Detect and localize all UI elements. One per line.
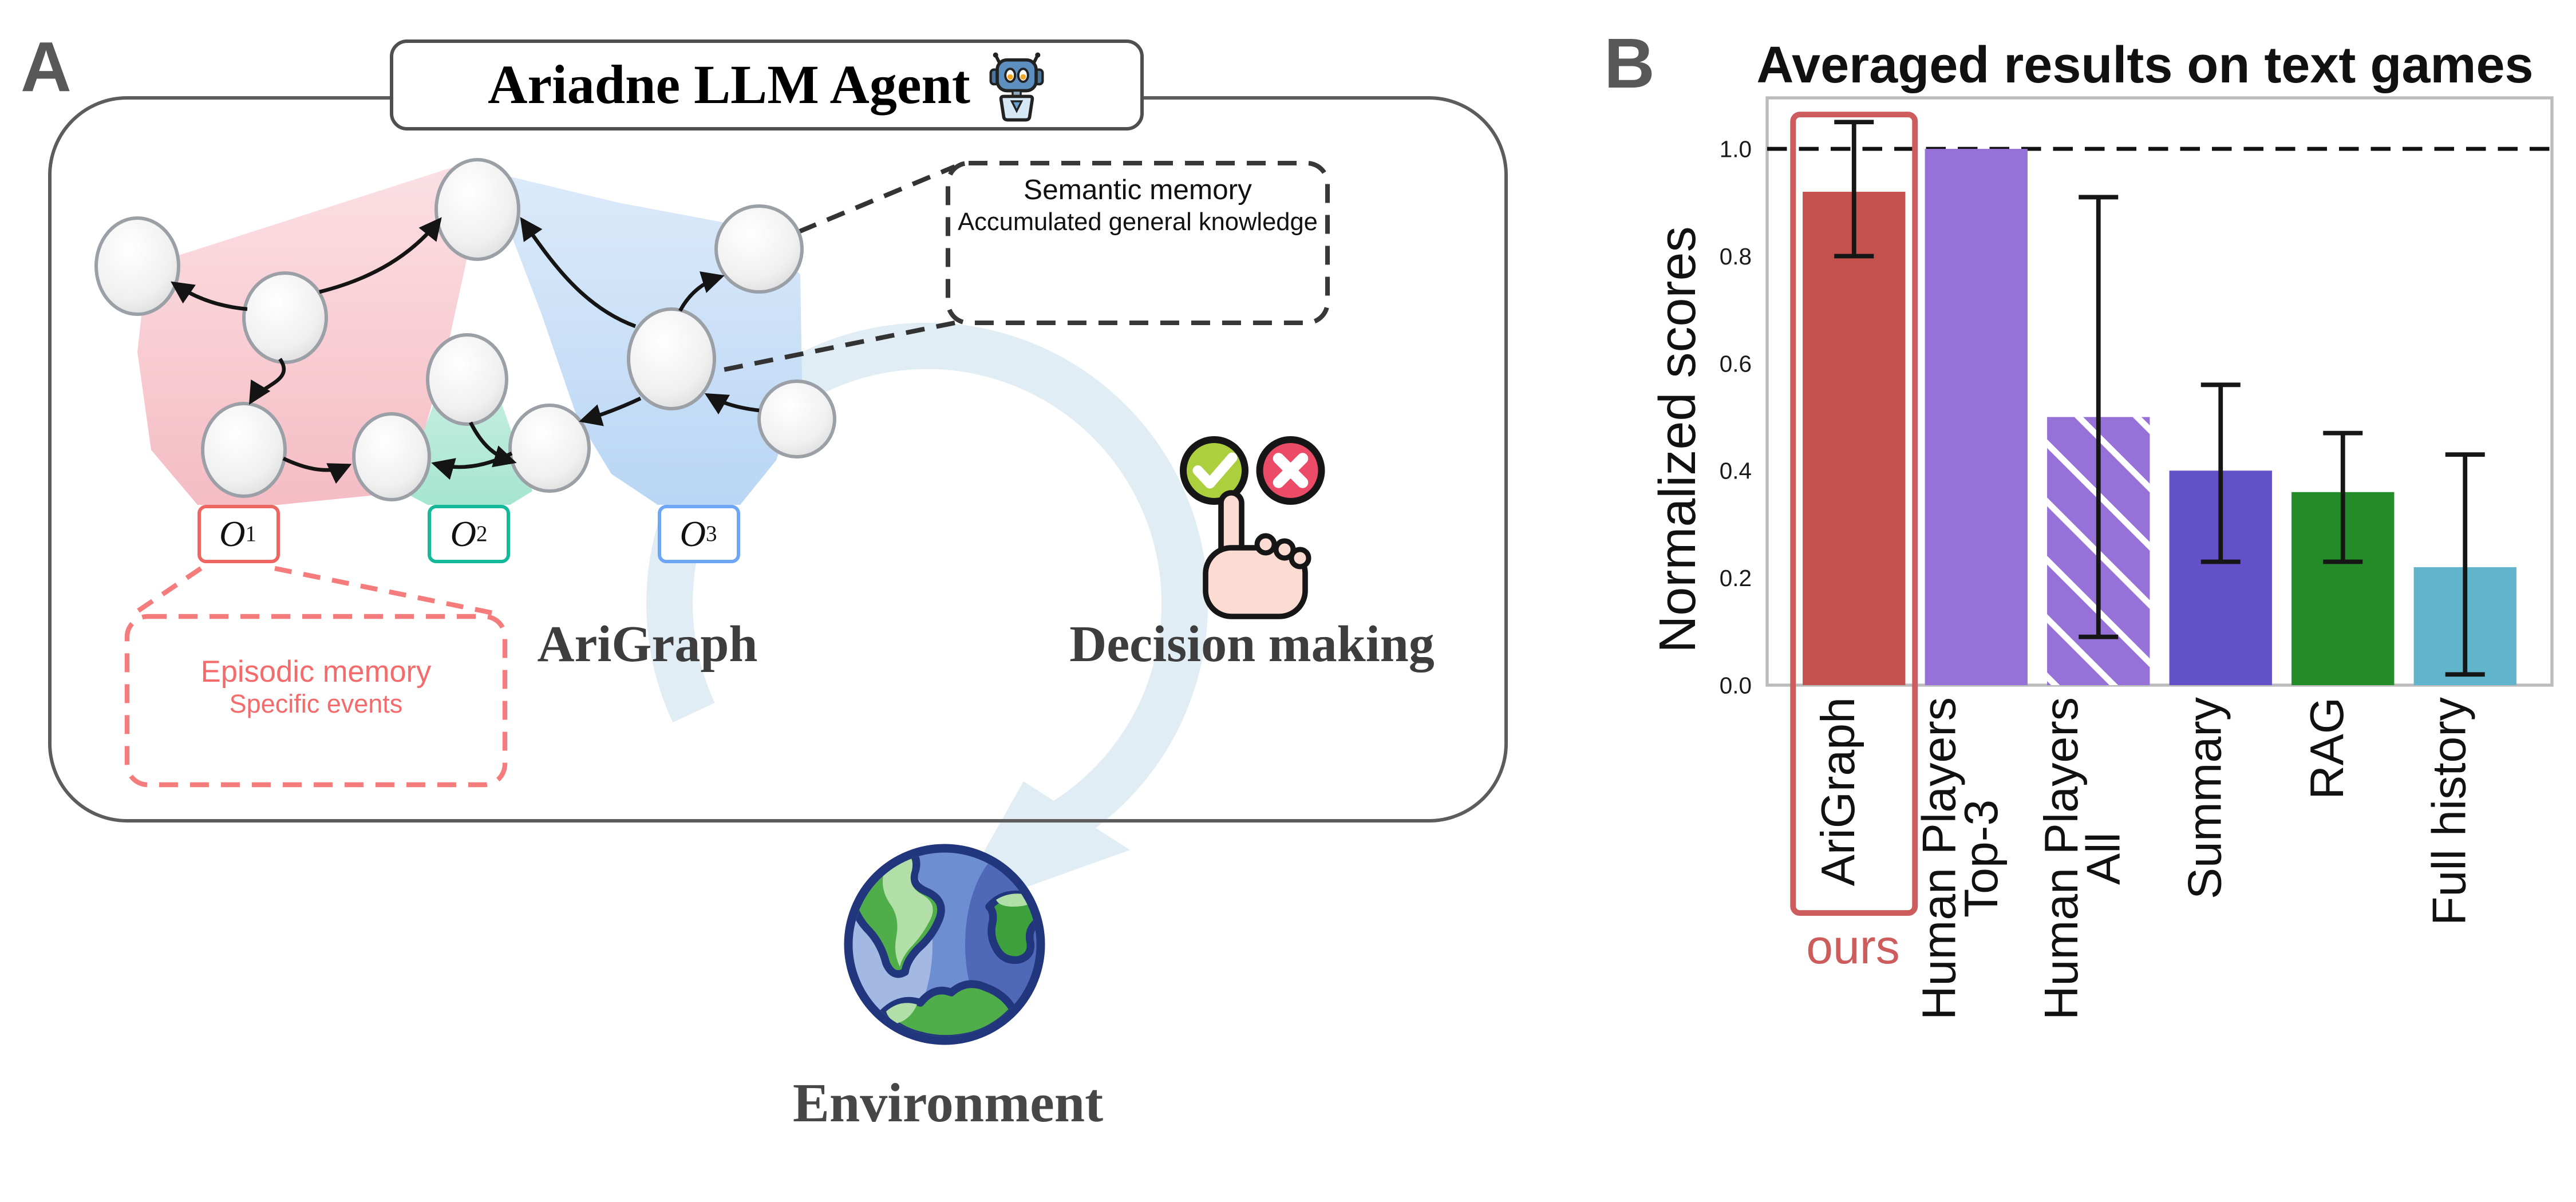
semantic-memory-subtitle: Accumulated general knowledge: [958, 208, 1318, 236]
ours-annotation: ours: [1806, 920, 1900, 974]
bar-0: [1803, 192, 1906, 685]
o1-label: O: [219, 512, 246, 554]
agent-title: Ariadne LLM Agent: [488, 53, 970, 115]
decision-making-label: Decision making: [1069, 616, 1435, 673]
semantic-memory-title: Semantic memory: [1024, 175, 1252, 206]
svg-text:Full history: Full history: [2423, 697, 2475, 926]
episodic-memory-subtitle: Specific events: [229, 690, 403, 719]
knowledge-graph-edges: [171, 217, 760, 484]
semantic-memory-note: Semantic memory Accumulated general know…: [948, 173, 1327, 237]
episodic-memory-note: Episodic memory Specific events: [127, 654, 505, 721]
y-axis-label: Normalized scores: [1650, 226, 1707, 653]
arigraph-label: AriGraph: [537, 616, 758, 673]
chart-title: Averaged results on text games: [1756, 38, 2534, 94]
episodic-memory-box: [124, 614, 508, 788]
svg-text:0.4: 0.4: [1720, 458, 1752, 484]
o2-sub: 2: [476, 520, 488, 546]
episodic-memory-title: Episodic memory: [200, 654, 432, 689]
svg-text:All: All: [2077, 832, 2130, 885]
panel-b-label: B: [1604, 24, 1655, 103]
svg-text:Human Players: Human Players: [1913, 697, 1966, 1020]
pointing-hand-icon: [1203, 490, 1311, 619]
episodic-callout-lines: [131, 566, 502, 618]
semantic-memory-box: [945, 160, 1330, 326]
svg-text:Summary: Summary: [2178, 697, 2231, 899]
check-icon: [1180, 436, 1249, 505]
semantic-callout-lines: [709, 164, 956, 375]
panel-a-label: A: [21, 27, 72, 106]
svg-text:Human Players: Human Players: [2035, 697, 2088, 1020]
svg-text:0.8: 0.8: [1720, 243, 1752, 270]
svg-text:1.0: 1.0: [1720, 136, 1752, 163]
o3-label: O: [679, 512, 706, 554]
svg-text:0.6: 0.6: [1720, 350, 1752, 377]
knowledge-graph-nodes: [94, 158, 836, 501]
svg-text:0.2: 0.2: [1720, 565, 1752, 591]
o3-sub: 3: [706, 520, 717, 546]
robot-icon: [989, 52, 1044, 121]
o2-label: O: [450, 512, 476, 554]
svg-text:Top-3: Top-3: [1955, 800, 2008, 918]
bar-1: [1925, 149, 2028, 685]
environment-label: Environment: [792, 1071, 1104, 1133]
svg-text:RAG: RAG: [2301, 697, 2353, 800]
ours-highlight-box: [1790, 112, 1918, 916]
agent-title-box: Ariadne LLM Agent: [390, 39, 1144, 131]
svg-text:AriGraph: AriGraph: [1812, 697, 1864, 886]
o1-sub: 1: [245, 520, 256, 546]
cross-icon: [1256, 436, 1325, 505]
svg-text:0.0: 0.0: [1720, 672, 1752, 698]
